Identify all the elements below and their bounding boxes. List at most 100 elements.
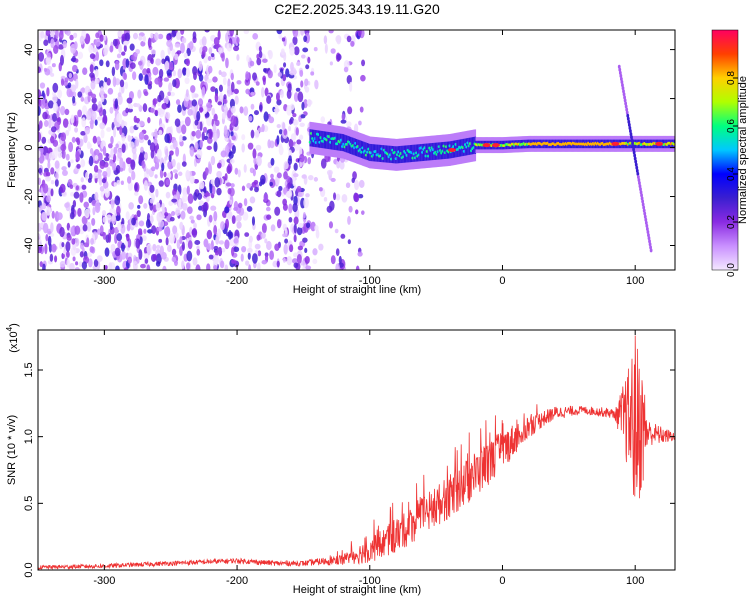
signal-band bbox=[358, 139, 361, 158]
spectrogram-image bbox=[38, 30, 675, 270]
noise-blob bbox=[266, 240, 272, 251]
noise-blob bbox=[80, 177, 84, 183]
noise-blob bbox=[61, 166, 67, 171]
noise-blob bbox=[292, 36, 298, 46]
noise-blob bbox=[252, 72, 258, 81]
signal-peak bbox=[611, 141, 620, 146]
signal-band bbox=[379, 144, 382, 163]
noise-blob bbox=[103, 47, 108, 56]
noise-blob bbox=[103, 34, 107, 42]
noise-blob bbox=[224, 264, 229, 270]
noise-blob bbox=[218, 84, 223, 93]
noise-blob bbox=[303, 197, 309, 209]
noise-blob bbox=[94, 119, 98, 126]
noise-blob bbox=[201, 131, 205, 142]
noise-blob bbox=[239, 106, 244, 114]
noise-blob bbox=[121, 242, 125, 252]
noise-blob bbox=[87, 252, 93, 258]
spur-segment bbox=[619, 76, 623, 81]
noise-blob bbox=[123, 267, 129, 270]
signal-band bbox=[376, 144, 379, 162]
noise-blob bbox=[236, 221, 242, 229]
noise-blob bbox=[237, 169, 241, 178]
noise-blob bbox=[300, 80, 304, 88]
noise-blob bbox=[295, 87, 301, 92]
noise-blob bbox=[256, 234, 261, 241]
noise-blob bbox=[250, 91, 255, 96]
colorbar: 0.0 0.2 0.4 0.6 0.8 Normalized spectral ampl… bbox=[711, 29, 749, 277]
noise-blob bbox=[47, 235, 52, 247]
noise-blob bbox=[336, 160, 341, 169]
noise-blob bbox=[297, 245, 304, 251]
spur-segment bbox=[627, 119, 631, 124]
noise-blob bbox=[186, 47, 191, 57]
signal-band bbox=[470, 137, 473, 155]
noise-blob bbox=[288, 125, 292, 132]
signal-band bbox=[422, 143, 425, 161]
spur-segment bbox=[645, 226, 649, 231]
noise-blob bbox=[174, 118, 181, 127]
noise-blob bbox=[263, 192, 269, 202]
noise-blob bbox=[293, 92, 299, 102]
noise-blob bbox=[274, 206, 281, 216]
noise-blob bbox=[241, 143, 245, 153]
noise-blob bbox=[116, 179, 121, 185]
noise-blob bbox=[117, 148, 122, 159]
signal-band bbox=[406, 145, 408, 163]
spur-segment bbox=[636, 174, 640, 179]
signal-band bbox=[378, 144, 381, 162]
noise-blob bbox=[141, 160, 146, 169]
noise-blob bbox=[251, 181, 258, 188]
noise-blob bbox=[201, 36, 207, 47]
noise-blob bbox=[270, 173, 274, 179]
noise-blob bbox=[72, 64, 78, 73]
noise-blob bbox=[171, 158, 176, 168]
noise-blob bbox=[187, 108, 193, 116]
noise-blob bbox=[193, 178, 199, 184]
noise-blob bbox=[199, 139, 204, 149]
snr-y-tick-label: 1.0 bbox=[23, 429, 35, 444]
noise-blob bbox=[256, 155, 262, 167]
noise-blob bbox=[243, 198, 248, 207]
noise-blob bbox=[352, 171, 357, 180]
snr-y-exponent-power: 4 bbox=[5, 326, 14, 331]
snr-y-tick-label: 0.5 bbox=[23, 496, 35, 511]
noise-blob bbox=[127, 181, 133, 191]
noise-blob bbox=[77, 207, 82, 217]
noise-blob bbox=[226, 85, 232, 97]
signal-band bbox=[403, 145, 406, 163]
noise-blob bbox=[293, 162, 298, 171]
noise-blob bbox=[69, 262, 75, 270]
snr-x-tick-label: -100 bbox=[359, 575, 381, 587]
noise-blob bbox=[43, 39, 49, 46]
noise-blob bbox=[227, 188, 232, 195]
noise-blob bbox=[292, 30, 299, 38]
snr-x-tick-label: -200 bbox=[226, 575, 248, 587]
noise-blob bbox=[206, 115, 212, 127]
noise-blob bbox=[61, 241, 65, 248]
noise-blob bbox=[47, 161, 51, 169]
noise-blob bbox=[335, 248, 340, 256]
noise-blob bbox=[99, 186, 105, 192]
noise-blob bbox=[149, 213, 154, 224]
noise-blob bbox=[223, 125, 228, 136]
noise-blob bbox=[40, 31, 45, 39]
noise-blob bbox=[301, 174, 307, 179]
noise-blob bbox=[84, 208, 90, 219]
noise-blob bbox=[169, 216, 175, 222]
noise-blob bbox=[100, 129, 105, 139]
noise-blob bbox=[324, 43, 328, 54]
noise-blob bbox=[335, 263, 340, 270]
noise-blob bbox=[275, 82, 280, 88]
noise-blob bbox=[318, 243, 324, 251]
spur-segment bbox=[631, 141, 634, 146]
signal-band bbox=[342, 134, 345, 152]
noise-blob bbox=[265, 206, 271, 212]
noise-blob bbox=[233, 246, 240, 253]
signal-band bbox=[418, 144, 420, 162]
noise-blob bbox=[254, 243, 261, 250]
noise-blob bbox=[97, 116, 103, 121]
noise-blob bbox=[113, 182, 118, 187]
noise-blob bbox=[97, 228, 101, 235]
noise-blob bbox=[194, 119, 199, 126]
